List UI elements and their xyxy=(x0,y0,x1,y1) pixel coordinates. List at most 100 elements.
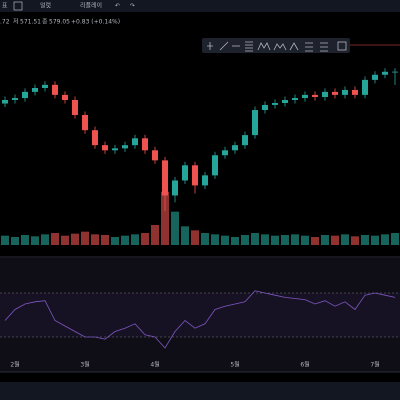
volume-bar xyxy=(31,236,39,245)
redo[interactable]: ↷ xyxy=(130,3,135,10)
volume-bar xyxy=(191,230,199,245)
candle-body xyxy=(122,145,128,149)
candle-body xyxy=(12,98,18,100)
candle-body xyxy=(282,100,288,103)
volume-bar xyxy=(341,234,349,245)
tool-measure[interactable] xyxy=(320,42,328,52)
ohlc-legend: .72 저 571.51 종 579.05 +0.83 (+0.14%) xyxy=(0,18,120,26)
volume-bar xyxy=(351,236,359,245)
volume-bar xyxy=(101,235,109,245)
rsi-panel xyxy=(0,258,400,372)
candle-body xyxy=(362,79,368,95)
candle-body xyxy=(322,91,328,97)
volume-bar xyxy=(111,237,119,245)
candle-body xyxy=(112,148,118,151)
candle-body xyxy=(102,145,108,151)
volume-bar xyxy=(221,235,229,245)
x-tick-label: 6월 xyxy=(300,361,309,369)
candle-body xyxy=(252,110,258,136)
candle-body xyxy=(392,71,398,73)
volume-bar xyxy=(331,235,339,245)
tool-range[interactable] xyxy=(305,42,313,52)
candle-body xyxy=(42,84,48,88)
menu-item[interactable]: 리플레이 xyxy=(80,2,102,10)
volume-bar xyxy=(261,234,269,245)
candle-body xyxy=(242,135,248,146)
volume-bar xyxy=(91,234,99,245)
volume-bar xyxy=(311,237,319,245)
volume-bar xyxy=(41,234,49,245)
volume-bar xyxy=(281,235,289,245)
layout-icon[interactable] xyxy=(13,1,23,11)
undo[interactable]: ↶ xyxy=(115,3,120,10)
volume-bar xyxy=(181,226,189,245)
candle-body xyxy=(382,71,388,75)
candle-body xyxy=(32,88,38,92)
candle-body xyxy=(342,89,348,95)
tool-line[interactable] xyxy=(219,41,229,51)
candle-body xyxy=(292,98,298,100)
volume-bar xyxy=(301,235,309,245)
drawing-tools xyxy=(207,41,347,52)
menu-item[interactable]: 얼럿 xyxy=(40,2,52,10)
candle-body xyxy=(332,91,338,95)
change: +0.83 (+0.14%) xyxy=(71,19,120,26)
plot: 2월 3월 4월 5월 6월 7월 xyxy=(0,68,400,369)
volume-bar xyxy=(21,235,29,245)
volume-bar xyxy=(1,235,9,245)
tool-shape[interactable] xyxy=(337,41,347,51)
candle-body xyxy=(222,150,228,156)
volume-bar xyxy=(51,233,59,245)
menu-item[interactable]: 표 xyxy=(2,3,8,10)
candle-body xyxy=(82,115,88,131)
candle-body xyxy=(312,94,318,97)
volume-bar xyxy=(71,233,79,245)
volume-bar xyxy=(321,235,329,245)
volume-bar xyxy=(291,234,299,245)
volume-bar xyxy=(121,235,129,245)
volume-bar xyxy=(361,235,369,245)
candle-body xyxy=(182,165,188,181)
tool-pattern[interactable] xyxy=(257,42,271,51)
low-value: 571.51 xyxy=(20,19,41,26)
tool-fib[interactable] xyxy=(245,41,253,52)
top-bar xyxy=(0,0,400,12)
volume-bar xyxy=(241,235,249,245)
candle-body xyxy=(302,94,308,99)
x-tick-label: 4월 xyxy=(150,361,159,369)
volume-bar xyxy=(11,237,19,245)
rsi-line xyxy=(4,290,396,349)
volume-bar xyxy=(151,225,159,245)
candle-body xyxy=(2,100,8,104)
candle-body xyxy=(172,180,178,196)
rsi-band xyxy=(0,293,400,337)
x-tick-label: 7월 xyxy=(370,361,379,369)
volume-bar xyxy=(171,211,179,245)
candle-body xyxy=(202,175,208,186)
volume-bar xyxy=(201,233,209,245)
candle-body xyxy=(22,91,28,99)
candle-body xyxy=(372,74,378,80)
candle-body xyxy=(62,94,68,100)
candle-body xyxy=(132,138,138,146)
candle-body xyxy=(92,130,98,146)
bottom-bar xyxy=(0,382,400,400)
tool-drag[interactable] xyxy=(207,42,213,50)
tool-predict[interactable] xyxy=(289,42,299,51)
candle-body xyxy=(72,100,78,115)
volume-bar xyxy=(381,234,389,245)
volume-bar xyxy=(271,235,279,245)
volume-bar xyxy=(141,233,149,245)
close-label: 종 xyxy=(42,19,48,26)
x-tick-label: 3월 xyxy=(80,361,89,369)
volume-bar xyxy=(61,235,69,245)
low-label: 저 xyxy=(13,18,19,26)
candle-body xyxy=(52,84,58,95)
volume-bar xyxy=(231,237,239,245)
candle-body xyxy=(192,165,198,186)
volume-bar xyxy=(211,234,219,245)
candle-body xyxy=(272,103,278,105)
candle-body xyxy=(212,155,218,176)
volume-bar xyxy=(371,235,379,245)
tool-elliott[interactable] xyxy=(273,43,287,51)
